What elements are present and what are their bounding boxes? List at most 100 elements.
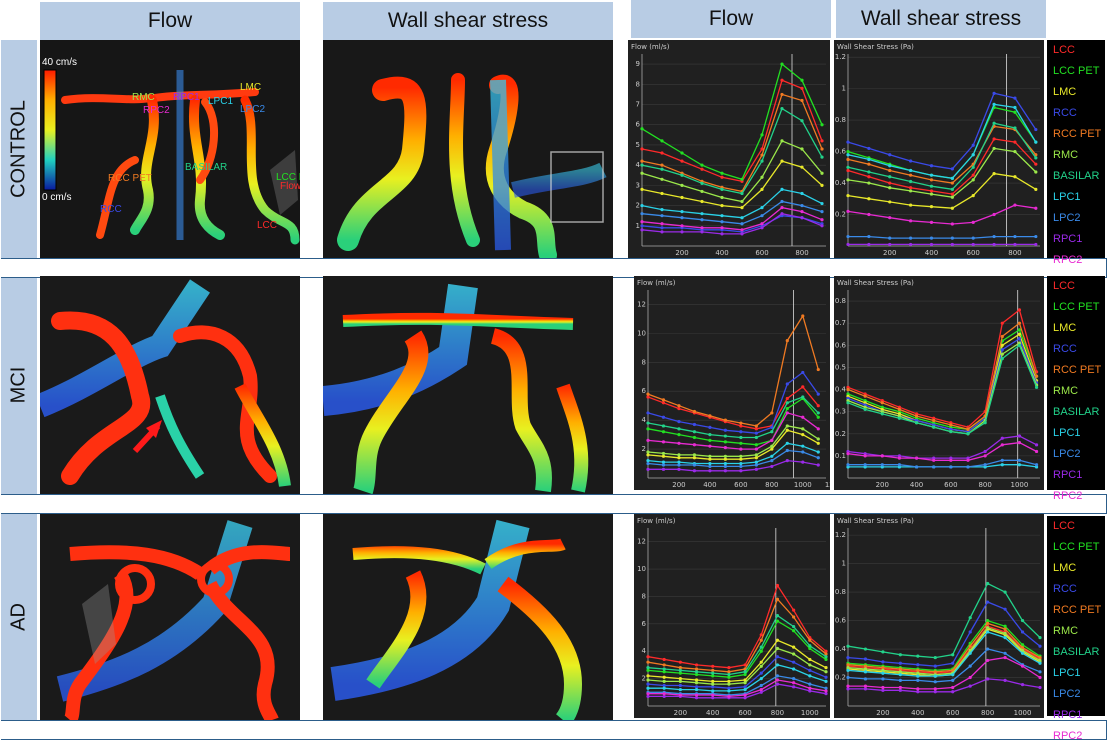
data-point [916, 654, 920, 658]
data-point [929, 205, 934, 209]
data-point [677, 433, 681, 437]
data-point [846, 449, 850, 454]
data-point [646, 421, 650, 425]
data-point [760, 226, 764, 230]
data-point [694, 681, 699, 685]
data-point [727, 670, 731, 674]
data-point [897, 410, 902, 414]
series-line-rpc1 [641, 213, 823, 235]
data-point [932, 456, 936, 460]
data-point [983, 463, 987, 467]
data-point [880, 405, 884, 409]
data-point [661, 440, 666, 444]
data-point [824, 679, 828, 683]
data-point [929, 220, 934, 224]
data-point [933, 664, 937, 668]
data-point [723, 469, 727, 473]
data-point [770, 454, 774, 458]
data-point [660, 139, 664, 143]
data-point [708, 469, 712, 473]
data-point [792, 608, 796, 612]
row-separator [1, 494, 1107, 514]
y-tick-label: 4 [642, 647, 647, 655]
data-point [932, 458, 936, 462]
data-point [863, 465, 867, 469]
chart-svg: Wall Shear Stress (Pa) 0.2 0.4 0.6 0.8 1 1.2 20… [834, 514, 1044, 718]
data-point [780, 199, 784, 204]
data-point [909, 159, 913, 163]
data-point [743, 672, 747, 677]
data-point [909, 168, 913, 173]
data-point [950, 222, 954, 226]
data-point [792, 677, 796, 681]
data-point [1003, 636, 1007, 640]
data-point [760, 153, 764, 157]
legend-item: RMC [1053, 149, 1079, 161]
data-point [846, 655, 850, 660]
data-point [966, 427, 970, 431]
legend-item: RPC2 [1053, 254, 1083, 266]
data-point [677, 460, 681, 464]
data-point [881, 677, 885, 681]
y-tick-label: 0.8 [835, 588, 846, 596]
data-point [971, 220, 975, 224]
legend-item: LMC [1053, 322, 1077, 334]
data-point [846, 234, 850, 239]
data-point [909, 173, 913, 177]
data-point [1020, 683, 1025, 687]
data-point [711, 679, 715, 683]
x-tick-label: 600 [734, 481, 747, 489]
data-point [929, 192, 934, 196]
data-point [968, 630, 972, 634]
data-point [933, 690, 937, 694]
series-line-lpc1 [847, 631, 1041, 677]
data-point [986, 621, 990, 626]
data-point [785, 448, 789, 453]
data-point [694, 670, 699, 674]
data-point [909, 219, 913, 223]
data-point [800, 147, 804, 151]
series-line-rcc [847, 92, 1037, 170]
data-point [801, 415, 805, 419]
chart-title: Flow (ml/s) [637, 279, 676, 287]
legend-item: LCC [1053, 280, 1076, 292]
series-line-lcc [647, 386, 819, 430]
y-tick-label: 2 [642, 675, 646, 683]
data-point [775, 597, 780, 601]
series-line-lcc-pet [847, 328, 1038, 430]
x-tick-label: 200 [883, 249, 896, 257]
data-point [739, 457, 743, 461]
series-line-rcc-pet [647, 314, 819, 427]
data-point [800, 191, 804, 196]
data-point [949, 421, 953, 425]
data-point [867, 157, 871, 162]
data-point [1020, 643, 1025, 647]
data-point [800, 210, 804, 214]
series-line-rpc1 [648, 683, 827, 699]
x-tick-label: 1000 [1011, 481, 1029, 489]
data-point [909, 242, 913, 247]
data-point [661, 430, 666, 434]
data-point [932, 423, 936, 427]
data-point [808, 657, 812, 662]
data-point [694, 672, 699, 677]
data-point [951, 673, 955, 677]
data-point [775, 638, 780, 642]
data-point [780, 78, 784, 82]
series-line-basilar [847, 122, 1037, 190]
series-line-lpc1 [648, 664, 827, 692]
data-point [824, 649, 828, 653]
x-tick-label: 400 [910, 481, 923, 489]
data-point [867, 242, 871, 247]
data-point [1013, 140, 1017, 144]
data-point [933, 674, 937, 678]
data-point [661, 398, 666, 402]
data-point [824, 692, 828, 696]
data-point [680, 224, 684, 228]
data-point [863, 405, 867, 409]
data-point [1000, 343, 1004, 347]
data-point [916, 674, 920, 678]
data-point [846, 463, 850, 467]
vessel-label: LMC [240, 82, 261, 93]
data-point [1034, 187, 1038, 191]
